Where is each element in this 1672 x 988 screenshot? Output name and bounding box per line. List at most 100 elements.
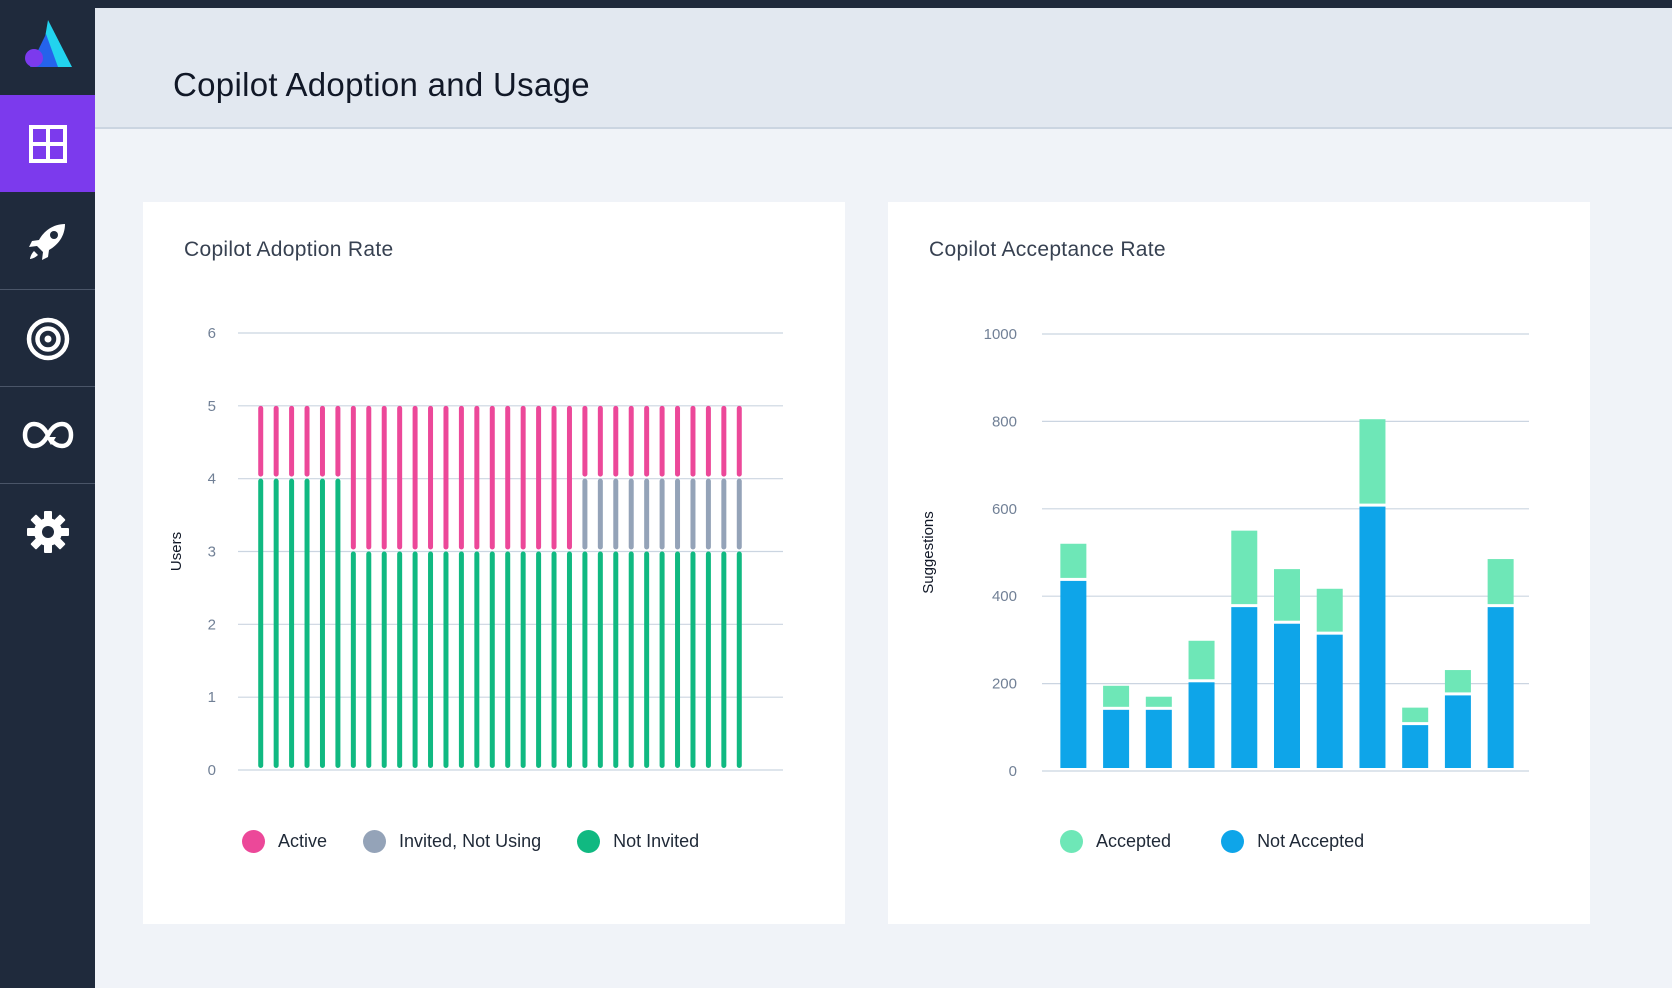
bar-segment-active	[381, 405, 387, 550]
bar-segment-active	[721, 405, 727, 477]
bar-segment-active	[304, 405, 310, 477]
legend-dot-active	[242, 830, 265, 853]
legend-label: Accepted	[1096, 831, 1172, 851]
bar-segment-active	[551, 405, 557, 550]
page-header: Copilot Adoption and Usage	[95, 8, 1672, 129]
page-title: Copilot Adoption and Usage	[173, 66, 590, 103]
y-tick-label: 3	[208, 544, 216, 561]
bar-segment-active	[690, 405, 696, 477]
bar-segment-invited-not-using	[721, 478, 727, 550]
bar-segment-not-invited	[304, 478, 310, 768]
legend-item-accepted[interactable]: Accepted	[1060, 830, 1171, 853]
sidebar-divider	[0, 483, 95, 484]
bar-segment-accepted	[1402, 707, 1429, 723]
bar-segment-accepted	[1359, 419, 1386, 504]
legend-dot-invited	[363, 830, 387, 853]
bar-segment-accepted	[1487, 559, 1514, 605]
y-tick-label: 1000	[984, 326, 1017, 343]
legend-label: Invited, Not Using	[399, 831, 542, 851]
bar-segment-not-invited	[381, 551, 387, 768]
bar-segment-accepted	[1444, 670, 1471, 693]
legend-item-active[interactable]: Active	[242, 830, 327, 853]
bar-segment-not-accepted	[1274, 623, 1300, 768]
bar-segment-invited-not-using	[736, 478, 742, 550]
bar-segment-invited-not-using	[675, 478, 681, 550]
bar-segment-not-invited	[721, 551, 727, 768]
bar-segment-not-invited	[319, 478, 325, 768]
bar-segment-active	[289, 405, 295, 477]
bar-segment-accepted	[1231, 530, 1258, 605]
bar-segment-accepted	[1188, 640, 1215, 680]
sidebar	[0, 0, 95, 988]
legend-dot-not-accepted	[1221, 830, 1245, 853]
y-tick-label: 4	[208, 471, 216, 488]
bar-segment-active	[489, 405, 495, 550]
bar-segment-active	[366, 405, 372, 550]
bar-segment-not-invited	[520, 551, 526, 768]
bar-segment-invited-not-using	[659, 478, 665, 550]
bar-segment-active	[412, 405, 418, 550]
bar-segment-invited-not-using	[705, 478, 711, 550]
y-tick-label: 0	[1009, 763, 1017, 780]
bar-segment-active	[520, 405, 526, 550]
bar-segment-invited-not-using	[690, 478, 696, 550]
sidebar-item-settings[interactable]	[0, 483, 95, 580]
bar-segment-active	[628, 405, 634, 477]
legend-label: Active	[278, 831, 328, 851]
bar-segment-not-accepted	[1188, 682, 1215, 768]
bar-segment-active	[505, 405, 511, 550]
bar-segment-not-invited	[289, 478, 295, 768]
bar-segment-not-accepted	[1444, 695, 1471, 768]
bar-segment-invited-not-using	[582, 478, 588, 550]
bar-segment-active	[350, 405, 356, 550]
bar-segment-invited-not-using	[597, 478, 603, 550]
bar-segment-not-accepted	[1103, 709, 1130, 768]
bar-segment-accepted	[1103, 685, 1130, 707]
bar-segment-active	[428, 405, 434, 550]
rocket-icon	[28, 223, 65, 260]
app-logo[interactable]	[0, 0, 95, 95]
y-tick-label: 5	[208, 398, 216, 415]
y-axis-label: Users	[168, 532, 185, 571]
bar-segment-not-invited	[273, 478, 279, 768]
y-tick-label: 200	[992, 676, 1017, 693]
bar-segment-not-invited	[397, 551, 403, 768]
target-icon	[26, 317, 69, 360]
bar-segment-not-invited	[566, 551, 572, 768]
bar-segment-not-invited	[350, 551, 356, 768]
bar-segment-not-invited	[335, 478, 341, 768]
bar-segment-not-invited	[458, 551, 464, 768]
bar-segment-not-invited	[582, 551, 588, 768]
bar-segment-accepted	[1060, 543, 1087, 578]
sidebar-item-launch[interactable]	[0, 192, 95, 289]
bar-segment-active	[597, 405, 603, 477]
bar-segment-not-invited	[675, 551, 681, 768]
bar-segment-invited-not-using	[644, 478, 650, 550]
bar-segment-not-invited	[659, 551, 665, 768]
legend-item-not-accepted[interactable]: Not Accepted	[1221, 830, 1364, 853]
y-tick-label: 600	[992, 501, 1017, 518]
bar-segment-not-accepted	[1145, 709, 1172, 768]
bar-segment-active	[273, 405, 279, 477]
adoption-legend: Active Invited, Not Using Not Invited	[242, 830, 735, 853]
legend-dot-not-invited	[577, 830, 601, 853]
sidebar-item-cycle[interactable]	[0, 386, 95, 483]
gear-icon	[26, 510, 69, 553]
legend-item-not-invited[interactable]: Not Invited	[577, 830, 699, 853]
bar-segment-not-accepted	[1402, 725, 1429, 768]
acceptance-chart-card: Copilot Acceptance Rate 0 200 400 600 800 100…	[888, 202, 1590, 924]
sidebar-item-goals[interactable]	[0, 290, 95, 387]
bar-segment-not-invited	[505, 551, 511, 768]
bar-segment-active	[474, 405, 480, 550]
bar-segment-not-invited	[597, 551, 603, 768]
bar-segment-not-invited	[644, 551, 650, 768]
bar-segment-invited-not-using	[613, 478, 619, 550]
bar-segment-not-accepted	[1359, 506, 1386, 768]
y-tick-label: 6	[208, 325, 216, 342]
grid-icon	[28, 124, 67, 163]
sidebar-item-dashboard[interactable]	[0, 95, 95, 192]
legend-item-invited-not-using[interactable]: Invited, Not Using	[363, 830, 541, 853]
y-tick-label: 400	[992, 588, 1017, 605]
bar-segment-active	[705, 405, 711, 477]
bar-segment-active	[397, 405, 403, 550]
